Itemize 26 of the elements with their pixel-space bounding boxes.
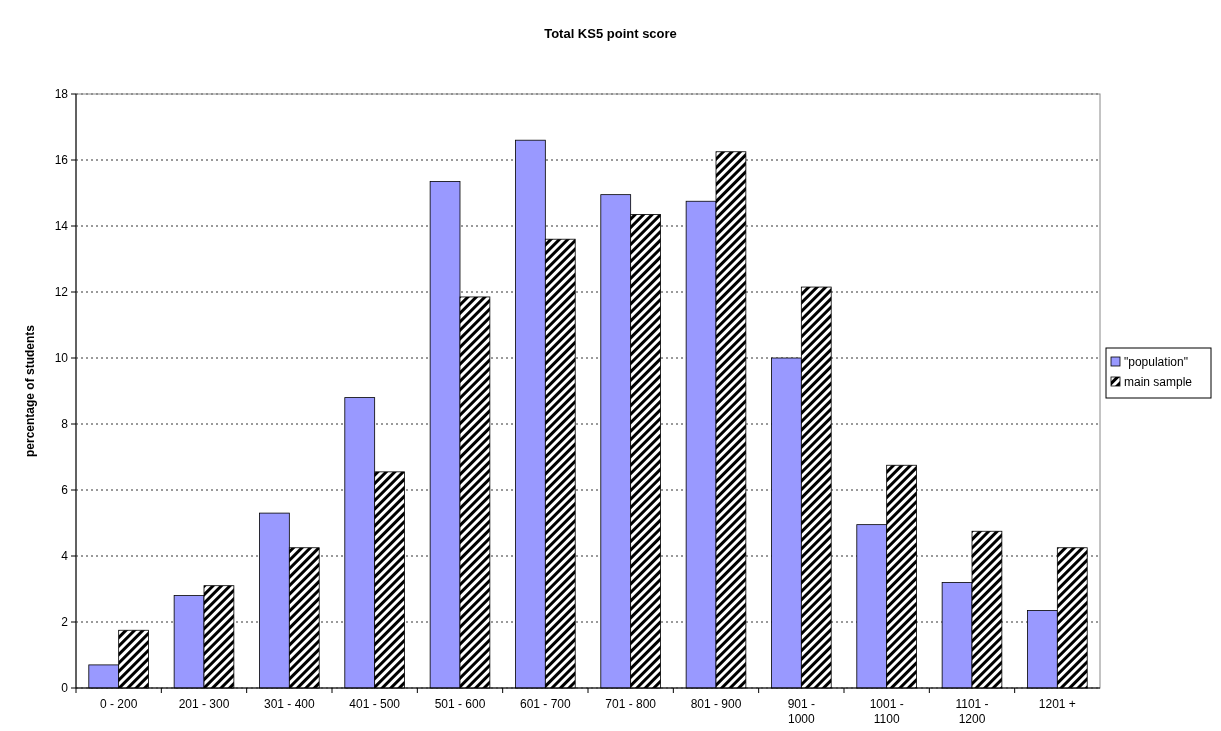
x-tick-label: 901 - 1000 [787,697,816,726]
y-tick-label: 6 [61,483,69,498]
x-tick-label: 301 - 400 [263,697,316,711]
y-tick-label: 4 [61,549,69,564]
y-tick-label: 18 [54,87,69,102]
legend-label: main sample [1124,375,1193,390]
x-tick-label: 201 - 300 [178,697,230,711]
x-tick-label: 801 - 900 [690,697,742,711]
x-tick-label: 601 - 700 [519,697,572,711]
legend-label: "population" [1124,355,1188,370]
x-tick-label: 1201 + [1038,697,1076,711]
y-axis-title: percentage of students [23,324,37,458]
y-tick-label: 14 [54,219,69,234]
y-tick-label: 2 [61,615,69,630]
y-tick-label: 12 [54,285,69,300]
x-tick-label: 0 - 200 [99,697,138,711]
x-tick-label: 501 - 600 [434,697,486,711]
x-tick-label: 401 - 500 [349,697,401,711]
x-tick-label: 701 - 800 [605,697,657,711]
y-tick-label: 10 [54,351,69,366]
y-tick-label: 16 [54,153,69,168]
x-tick-label: 1001 - 1100 [869,697,904,726]
x-tick-label: 1101 - 1200 [955,697,989,726]
y-tick-label: 8 [61,417,69,432]
y-tick-label: 0 [61,681,69,696]
chart-title: Total KS5 point score [544,26,677,41]
